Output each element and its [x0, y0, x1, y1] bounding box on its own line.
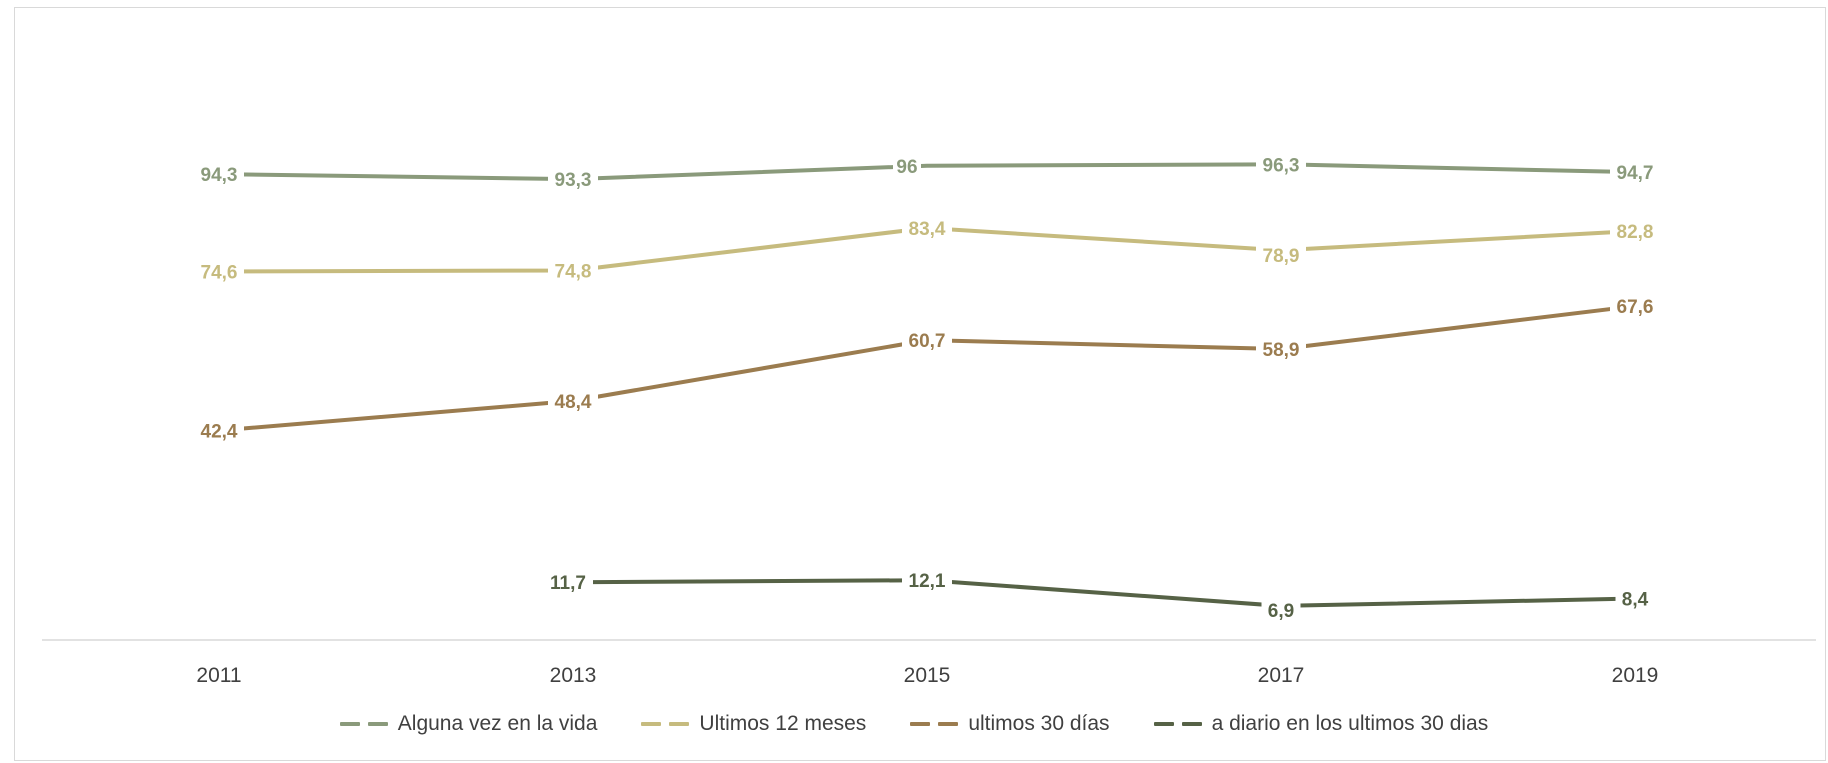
data-label: 83,4	[909, 219, 946, 240]
data-label: 82,8	[1617, 222, 1654, 243]
legend-swatch	[340, 719, 392, 729]
x-tick-label: 2013	[550, 664, 597, 687]
legend-swatch	[641, 719, 693, 729]
series-layer: 94,3 93,3 96 96,3 94,7 74,6 74,8 83,4 78,9 82,8 42…	[194, 151, 1660, 623]
data-label: 74,8	[555, 261, 592, 282]
legend-item: a diario en los ultimos 30 dias	[1154, 712, 1489, 736]
series-line	[573, 580, 1635, 606]
series-2: 74,6 74,8 83,4 78,9 82,8	[194, 215, 1660, 284]
x-tick-label: 2017	[1258, 664, 1305, 687]
legend-label: ultimos 30 días	[968, 712, 1109, 736]
x-tick-label: 2011	[196, 664, 241, 687]
x-tick-labels: 2011 2013 2015 2017 2019	[196, 664, 1658, 687]
data-label: 94,3	[201, 165, 238, 186]
data-label: 42,4	[201, 422, 238, 443]
legend-label: a diario en los ultimos 30 dias	[1212, 712, 1489, 736]
series-1: 94,3 93,3 96 96,3 94,7	[194, 151, 1660, 192]
x-tick-label: 2019	[1612, 664, 1659, 687]
legend-item: Ultimos 12 meses	[641, 712, 866, 736]
data-label: 74,6	[201, 262, 238, 283]
data-label: 11,7	[550, 573, 586, 594]
data-label: 12,1	[909, 571, 946, 592]
legend-swatch	[910, 719, 962, 729]
data-label: 58,9	[1263, 340, 1300, 361]
data-label: 6,9	[1268, 601, 1294, 622]
legend: Alguna vez en la vida Ultimos 12 meses ult…	[0, 712, 1828, 736]
data-label: 93,3	[555, 170, 592, 191]
legend-item: ultimos 30 días	[910, 712, 1109, 736]
legend-item: Alguna vez en la vida	[340, 712, 598, 736]
data-label: 48,4	[555, 392, 592, 413]
series-4: 11,7 12,1 6,9 8,4	[543, 567, 1655, 623]
data-label: 94,7	[1617, 163, 1654, 184]
data-label: 96,3	[1263, 155, 1300, 176]
legend-swatch	[1154, 719, 1206, 729]
legend-label: Alguna vez en la vida	[398, 712, 598, 736]
line-chart: 94,3 93,3 96 96,3 94,7 74,6 74,8 83,4 78,9 82,8 42…	[0, 0, 1828, 700]
data-label: 60,7	[909, 331, 946, 352]
data-label: 8,4	[1622, 590, 1649, 611]
data-label: 96	[896, 157, 917, 178]
series-line	[219, 306, 1635, 430]
x-tick-label: 2015	[904, 664, 951, 687]
data-label: 67,6	[1617, 297, 1654, 318]
legend-label: Ultimos 12 meses	[699, 712, 866, 736]
series-3: 42,4 48,4 60,7 58,9 67,6	[194, 293, 1660, 443]
series-line	[219, 164, 1635, 179]
data-label: 78,9	[1263, 246, 1300, 267]
